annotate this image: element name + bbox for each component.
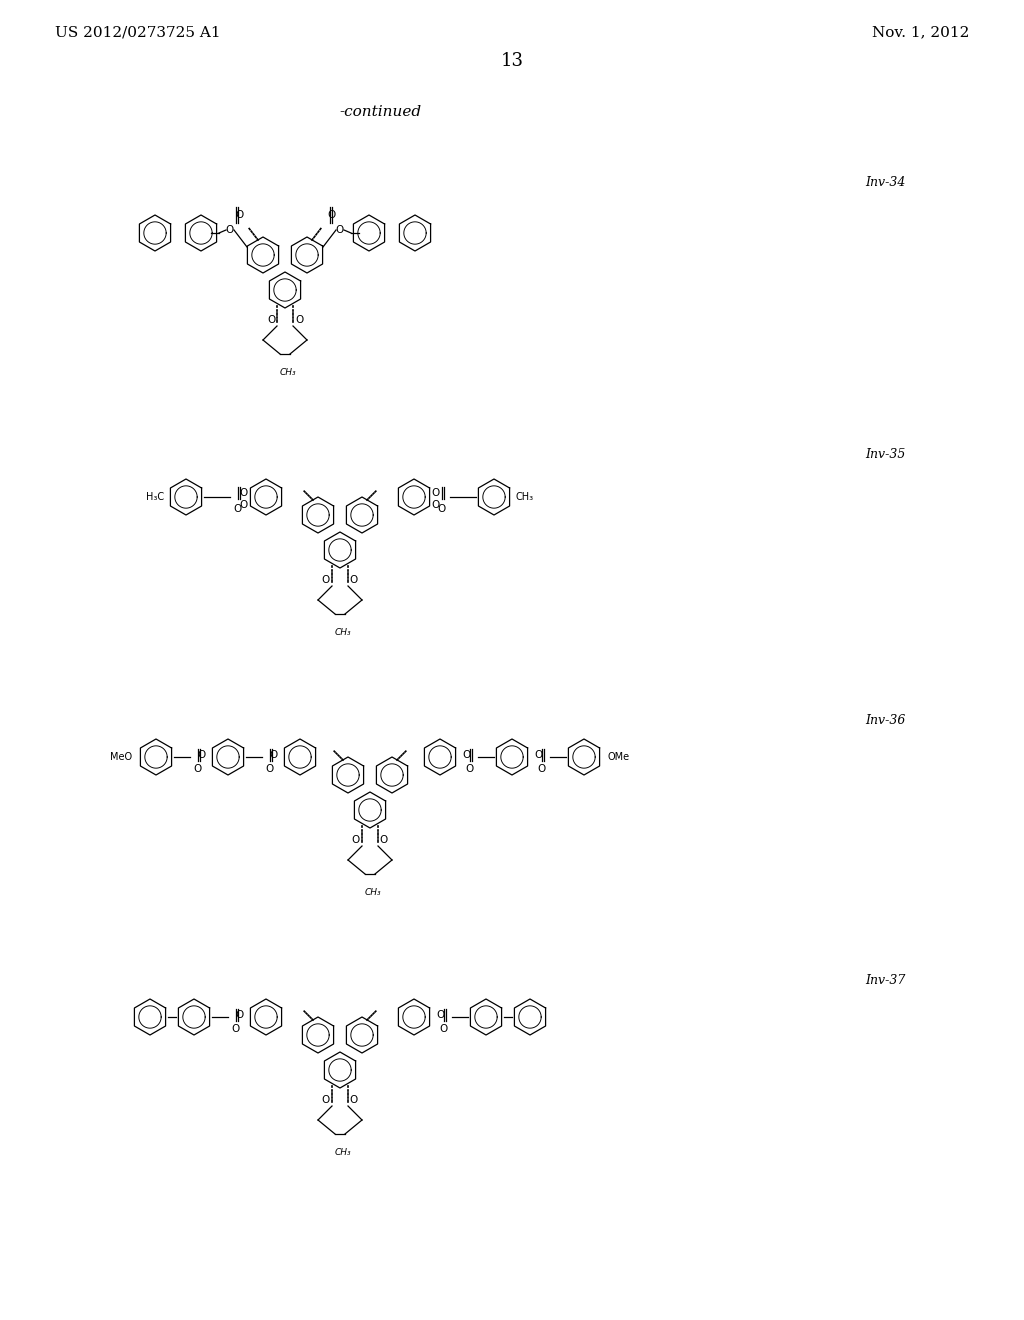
Text: CH₃: CH₃ (335, 1148, 351, 1158)
Text: O: O (432, 500, 440, 510)
Text: H₃C: H₃C (145, 492, 164, 502)
Text: O: O (198, 750, 206, 760)
Text: O: O (194, 764, 202, 774)
Text: CH₃: CH₃ (335, 628, 351, 638)
Text: O: O (240, 488, 248, 498)
Text: O: O (233, 504, 242, 513)
Text: O: O (350, 1096, 358, 1105)
Text: -continued: -continued (339, 106, 421, 119)
Text: O: O (534, 750, 543, 760)
Text: O: O (231, 1024, 240, 1034)
Text: O: O (466, 764, 474, 774)
Text: Inv-37: Inv-37 (865, 974, 905, 986)
Text: O: O (352, 836, 360, 845)
Text: 13: 13 (501, 51, 523, 70)
Text: Nov. 1, 2012: Nov. 1, 2012 (871, 25, 969, 40)
Text: O: O (234, 210, 243, 220)
Text: CH₃: CH₃ (280, 368, 297, 378)
Text: O: O (322, 576, 330, 585)
Text: O: O (226, 224, 234, 235)
Text: O: O (295, 315, 303, 325)
Text: O: O (440, 1024, 449, 1034)
Text: O: O (266, 764, 274, 774)
Text: O: O (240, 500, 248, 510)
Text: O: O (462, 750, 470, 760)
Text: US 2012/0273725 A1: US 2012/0273725 A1 (55, 25, 220, 40)
Text: O: O (336, 224, 344, 235)
Text: Inv-35: Inv-35 (865, 449, 905, 462)
Text: O: O (380, 836, 388, 845)
Text: O: O (436, 1010, 444, 1020)
Text: O: O (267, 315, 275, 325)
Text: O: O (236, 1010, 244, 1020)
Text: O: O (432, 488, 440, 498)
Text: O: O (322, 1096, 330, 1105)
Text: Inv-36: Inv-36 (865, 714, 905, 726)
Text: O: O (327, 210, 335, 220)
Text: CH₃: CH₃ (365, 888, 382, 898)
Text: MeO: MeO (110, 752, 132, 762)
Text: O: O (350, 576, 358, 585)
Text: O: O (269, 750, 278, 760)
Text: Inv-34: Inv-34 (865, 176, 905, 189)
Text: CH₃: CH₃ (516, 492, 535, 502)
Text: O: O (438, 504, 446, 513)
Text: OMe: OMe (608, 752, 630, 762)
Text: O: O (538, 764, 546, 774)
